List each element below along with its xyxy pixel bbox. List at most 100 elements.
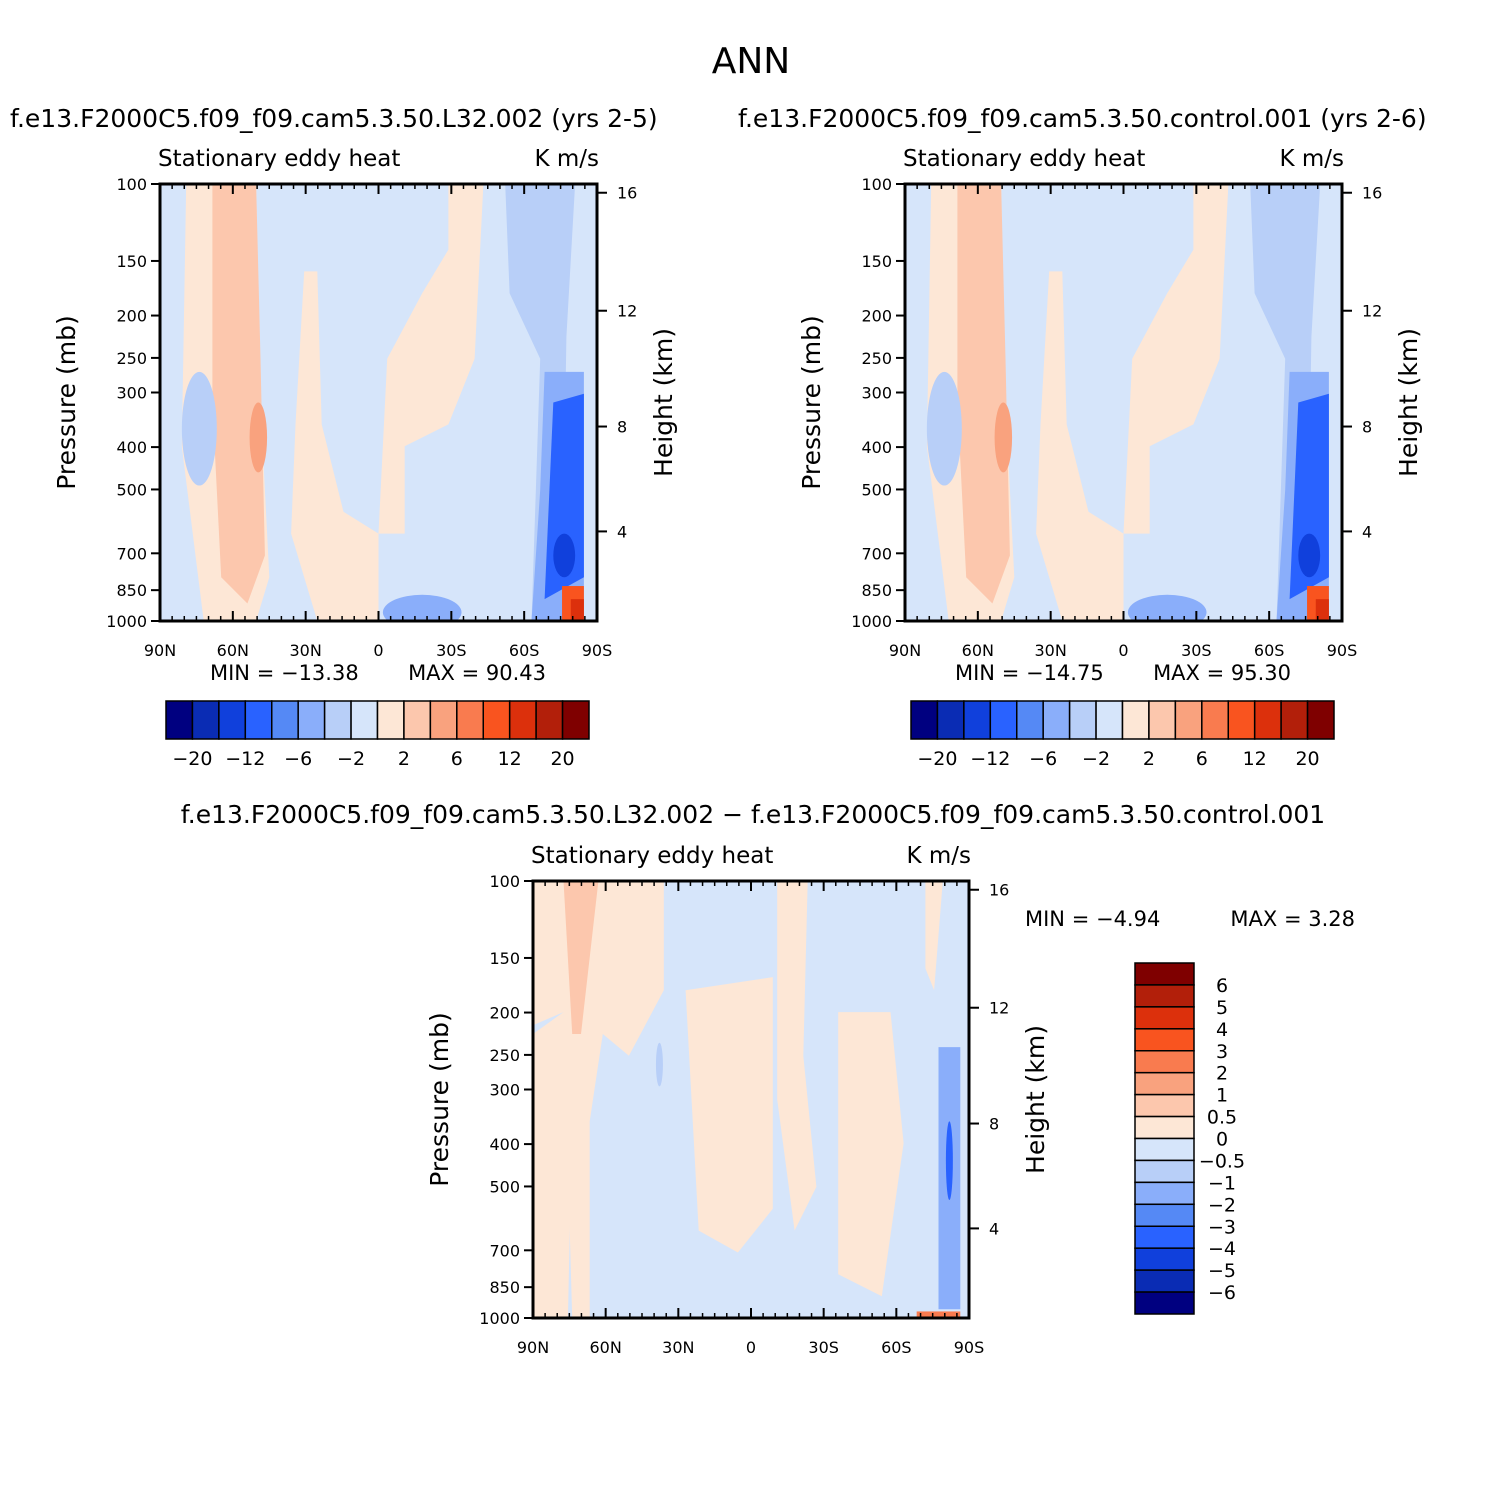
- height-tick-label: 4: [617, 522, 627, 541]
- lat-tick-label: 30N: [662, 1338, 694, 1357]
- colorbar-box: [936, 700, 965, 740]
- contour-region: [655, 1042, 663, 1087]
- contour-region: [1127, 594, 1207, 621]
- contour-region: [212, 184, 265, 604]
- colorbar-box: [1134, 984, 1195, 1008]
- contour-region: [925, 881, 943, 991]
- pressure-tick-label: 700: [861, 544, 892, 563]
- colorbar-label: −3: [1208, 1216, 1236, 1238]
- colorbar-label: 0.5: [1207, 1107, 1237, 1129]
- colorbar-box: [1280, 700, 1309, 740]
- colorbar-label: −6: [1029, 748, 1057, 770]
- colorbar-box: [1227, 700, 1256, 740]
- colorbar-box: [297, 700, 326, 740]
- colorbar-box: [244, 700, 273, 740]
- contour-region: [1036, 271, 1124, 621]
- colorbar-label: −20: [917, 748, 957, 770]
- colorbar-label: −2: [1208, 1194, 1236, 1216]
- contour-region: [916, 1311, 961, 1318]
- contour-region: [533, 881, 664, 1318]
- height-tick-label: 4: [1362, 522, 1372, 541]
- lat-tick-label: 30N: [1035, 641, 1067, 660]
- colorbar-label: −6: [1208, 1282, 1236, 1304]
- colorbar-box: [1134, 1006, 1195, 1030]
- contour-region: [926, 371, 962, 486]
- pressure-tick-label: 850: [489, 1278, 520, 1297]
- colorbar-box: [456, 700, 484, 740]
- colorbar-box: [1201, 700, 1229, 740]
- max-value: MAX = 3.28: [1230, 907, 1355, 931]
- colorbar-box: [403, 700, 432, 740]
- pressure-tick-label: 700: [489, 1241, 520, 1260]
- contour-region: [1315, 599, 1329, 621]
- colorbar-box: [508, 700, 537, 740]
- pressure-tick-label: 150: [489, 949, 520, 968]
- contour-region: [563, 881, 599, 1034]
- units-label: K m/s: [906, 843, 971, 869]
- lat-tick-label: 60S: [881, 1338, 912, 1357]
- lat-tick-label: 90N: [517, 1338, 549, 1357]
- colorbar-box: [1134, 1093, 1195, 1118]
- contour-region: [957, 184, 1010, 604]
- colorbar-box: [910, 700, 939, 740]
- colorbar-box: [1134, 1181, 1195, 1206]
- pressure-tick-label: 200: [116, 307, 147, 326]
- lat-tick-label: 90N: [144, 641, 176, 660]
- pressure-tick-label: 700: [116, 544, 147, 563]
- colorbar-box: [1134, 962, 1195, 986]
- colorbar-box: [1068, 700, 1097, 740]
- pressure-tick-label: 200: [489, 1004, 520, 1023]
- contour-region: [553, 533, 576, 578]
- colorbar-box: [1134, 1137, 1195, 1162]
- pressure-tick-label: 500: [489, 1177, 520, 1196]
- colorbar-label: −12: [225, 748, 265, 770]
- colorbar-box: [1306, 700, 1335, 740]
- contour-region: [382, 594, 462, 621]
- units-label: K m/s: [1279, 146, 1344, 172]
- height-tick-label: 8: [1362, 418, 1372, 437]
- panel-title: f.e13.F2000C5.f09_f09.cam5.3.50.control.…: [738, 104, 1427, 133]
- lat-tick-label: 60S: [1254, 641, 1285, 660]
- contour-region: [1123, 184, 1229, 534]
- pressure-tick-label: 850: [861, 581, 892, 600]
- height-tick-label: 12: [989, 999, 1009, 1018]
- variable-label: Stationary eddy heat: [531, 843, 773, 869]
- panel-3: f.e13.F2000C5.f09_f09.cam5.3.50.L32.002 …: [181, 800, 1355, 1357]
- colorbar-box: [1253, 700, 1282, 740]
- lat-tick-label: 90S: [1327, 641, 1358, 660]
- lat-tick-label: 30N: [290, 641, 322, 660]
- contour-region: [181, 371, 217, 486]
- lat-tick-label: 60N: [590, 1338, 622, 1357]
- colorbar-label: −2: [337, 748, 365, 770]
- lat-tick-label: 0: [1118, 641, 1128, 660]
- colorbar-box: [1134, 1247, 1195, 1271]
- colorbar-box: [1042, 700, 1071, 740]
- pressure-tick-label: 100: [116, 175, 147, 194]
- min-value: MIN = −13.38: [210, 661, 359, 685]
- colorbar-box: [323, 700, 352, 740]
- colorbar-box: [989, 700, 1018, 740]
- contour-region: [249, 402, 268, 473]
- pressure-tick-label: 250: [116, 349, 147, 368]
- height-tick-label: 4: [989, 1219, 999, 1238]
- pressure-tick-label: 300: [489, 1081, 520, 1100]
- colorbar-box: [1134, 1115, 1195, 1140]
- colorbar-label: 2: [1143, 748, 1155, 770]
- colorbar-box: [1174, 700, 1203, 740]
- height-tick-label: 8: [989, 1115, 999, 1134]
- max-value: MAX = 90.43: [408, 661, 546, 685]
- panel-title: f.e13.F2000C5.f09_f09.cam5.3.50.L32.002 …: [181, 800, 1325, 829]
- colorbar-box: [1016, 700, 1044, 740]
- colorbar-box: [1134, 1071, 1195, 1096]
- pressure-tick-label: 400: [116, 438, 147, 457]
- contour-region: [838, 1012, 904, 1297]
- colorbar-box: [376, 700, 405, 740]
- colorbar-label: 20: [1295, 748, 1319, 770]
- colorbar-box: [271, 700, 299, 740]
- colorbar-box: [1148, 700, 1177, 740]
- contour-region: [533, 1012, 573, 1318]
- pressure-tick-label: 150: [116, 252, 147, 271]
- colorbar-label: 2: [1216, 1063, 1228, 1085]
- figure-title: ANN: [712, 41, 791, 82]
- colorbar-box: [1134, 1159, 1195, 1184]
